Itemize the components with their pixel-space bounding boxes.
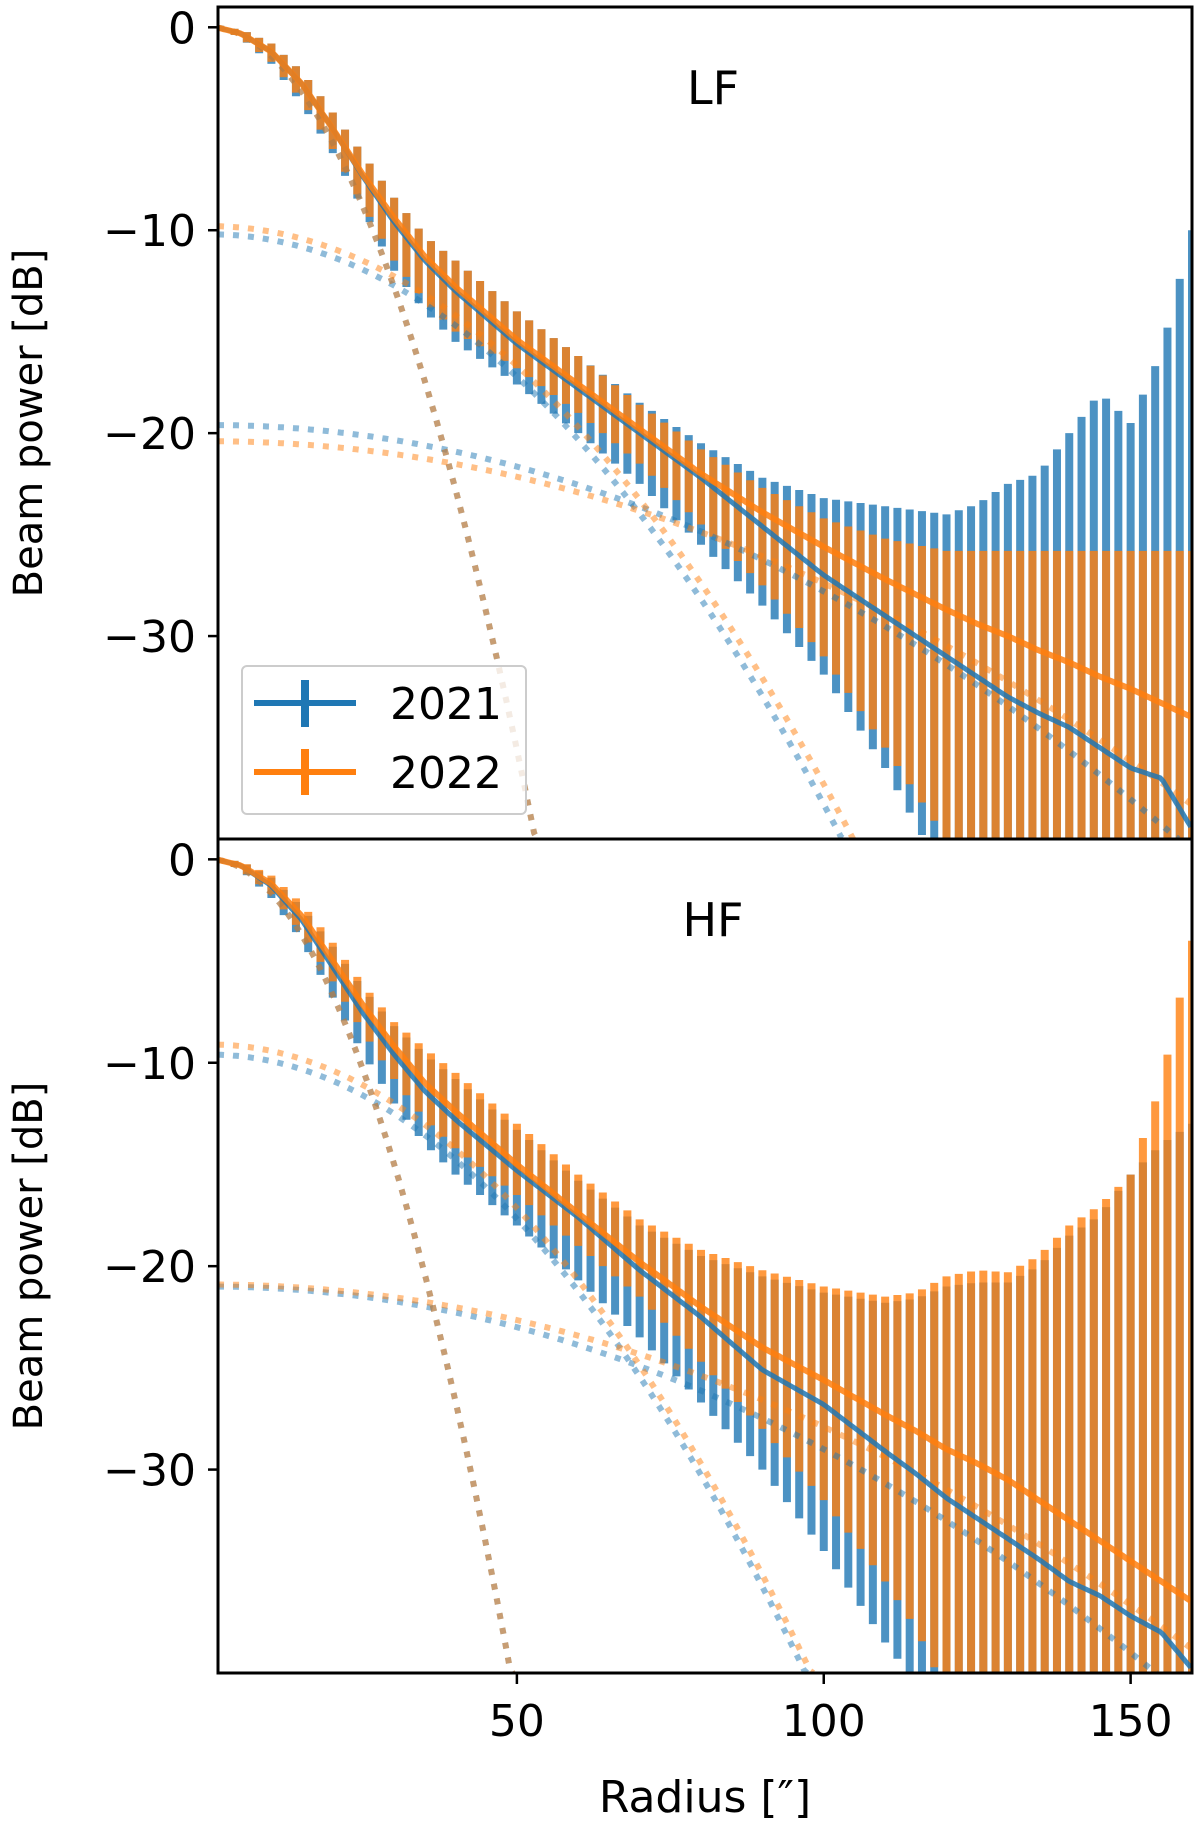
y-tick-label: −20: [103, 409, 196, 460]
beam-model-2021-component-2: [218, 1283, 1159, 1673]
error-bars-2022: [218, 859, 1192, 1673]
legend-label-2021: 2021: [390, 679, 502, 730]
beam-model-2022-component-1: [218, 1041, 816, 1673]
plot-area: [218, 24, 1192, 839]
y-tick-label: −30: [103, 612, 196, 663]
x-axis: 50 100 150: [489, 1673, 1173, 1747]
legend: 2021 2022: [241, 665, 527, 815]
line-2022: [218, 856, 1192, 1604]
beam-model-2021-component-0: [218, 856, 516, 1673]
y-tick-label: 0: [168, 3, 196, 54]
panel-lf: 0 −10 −20 −30 Beam power [dB] LF: [6, 3, 1194, 841]
beam-model-2022-component-2: [218, 438, 1192, 807]
x-tick-label: 100: [782, 1696, 866, 1747]
legend-label-2022: 2022: [390, 748, 502, 799]
axes-frame: [216, 837, 1194, 1675]
line-2022: [218, 24, 1192, 720]
y-axis-label: Beam power [dB]: [6, 1082, 52, 1431]
beam-model-2021-component-1: [218, 231, 846, 839]
y-tick-label: −10: [103, 1039, 196, 1090]
beam-model-2022-component-0: [218, 24, 540, 839]
panel-title: HF: [682, 893, 743, 947]
panel-hf: 0 −10 −20 −30 Beam power [dB] HF: [6, 835, 1194, 1675]
line-2021: [218, 857, 1192, 1670]
beam-model-2022-component-1: [218, 223, 856, 839]
y-tick-label: −20: [103, 1242, 196, 1293]
beam-model-2021-component-2: [218, 422, 1181, 839]
panel-title: LF: [687, 61, 739, 115]
y-tick-label: −10: [103, 206, 196, 257]
x-tick-label: 50: [489, 1696, 545, 1747]
x-tick-label: 150: [1089, 1696, 1173, 1747]
x-axis-label: Radius [″]: [599, 1772, 811, 1823]
y-tick-label: 0: [168, 835, 196, 886]
y-tick-label: −30: [103, 1446, 196, 1497]
beam-model-2021-component-1: [218, 1051, 810, 1673]
plot-area: [218, 856, 1192, 1673]
y-axis-label: Beam power [dB]: [6, 249, 52, 598]
beam-model-2022-component-0: [218, 856, 516, 1673]
beam-model-2022-component-2: [218, 1281, 1192, 1651]
